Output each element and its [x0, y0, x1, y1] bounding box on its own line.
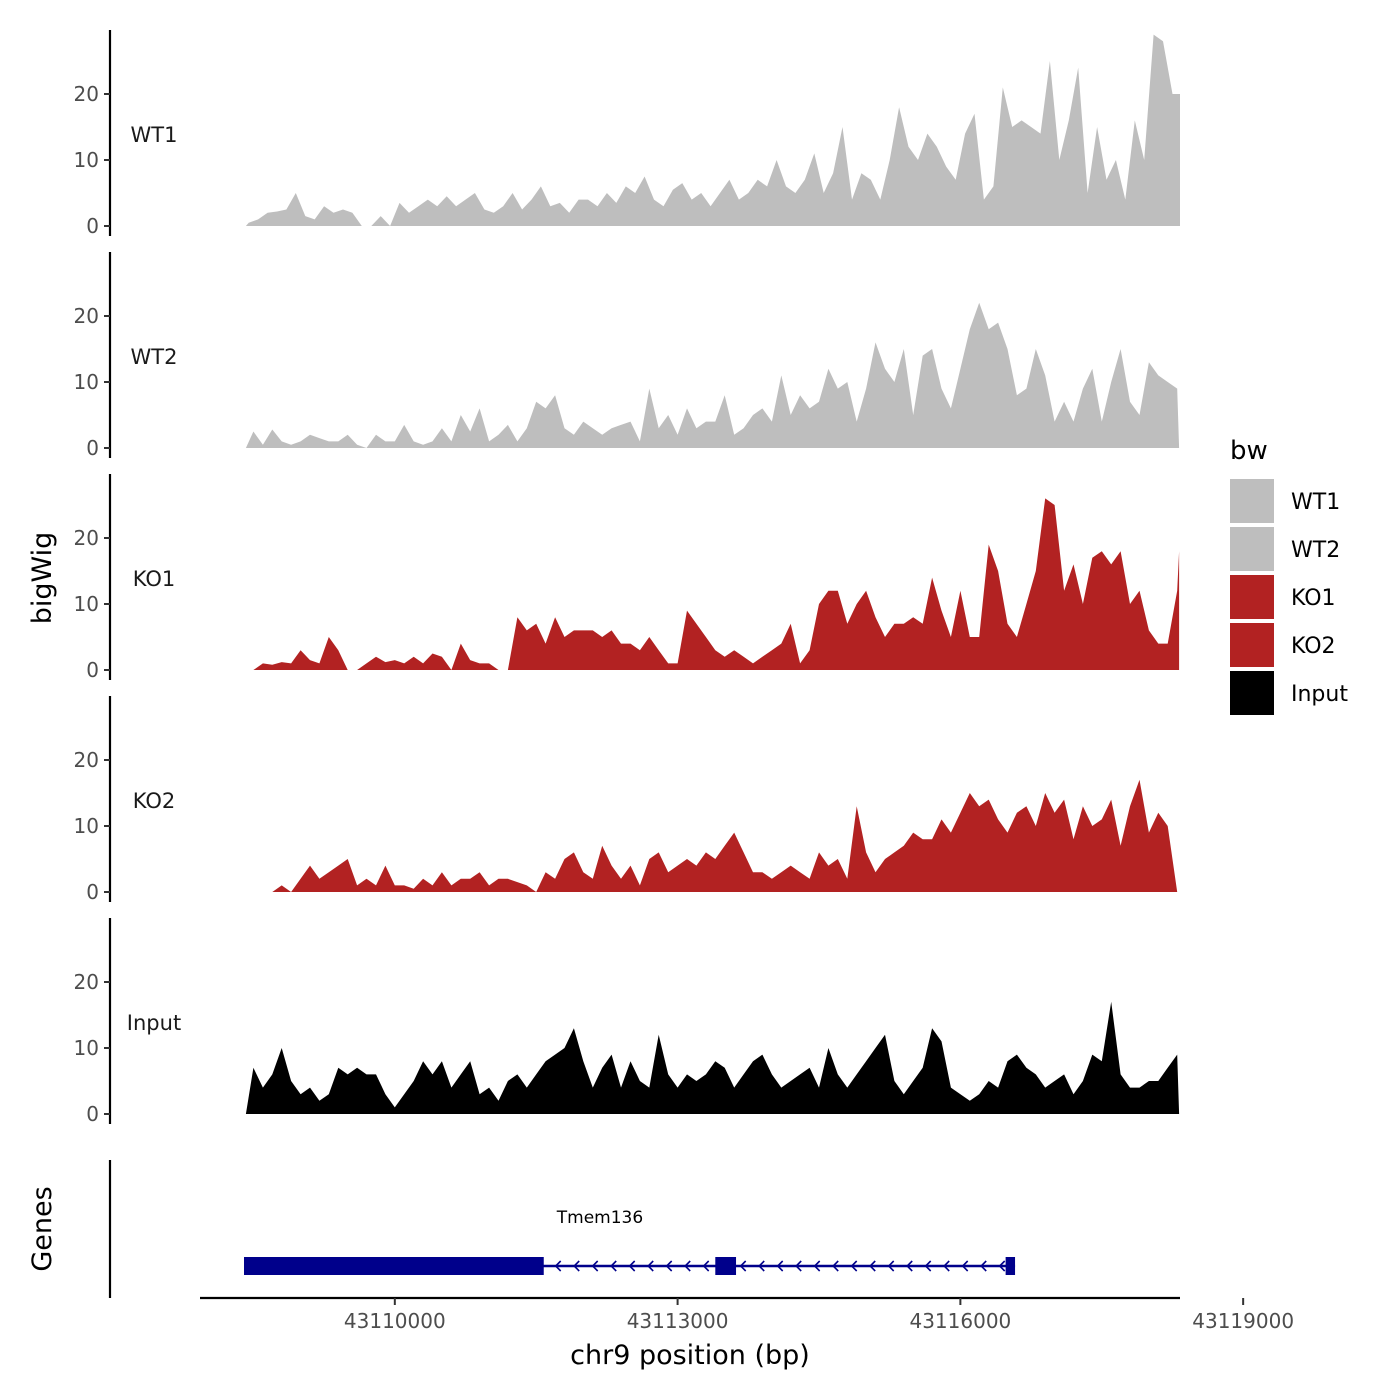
- track-wt2: 0 10 20 WT2: [74, 252, 1180, 460]
- legend-swatch: [1230, 623, 1274, 667]
- y-tick-label: 10: [74, 148, 99, 172]
- strand-arrow: [776, 1260, 784, 1272]
- legend-item-ko1: KO1: [1230, 575, 1336, 619]
- x-axis: 43110000 43113000 43116000 43119000: [200, 1296, 1294, 1333]
- y-tick-label: 10: [74, 370, 99, 394]
- strand-arrow: [887, 1260, 895, 1272]
- legend-item-input: Input: [1230, 671, 1348, 715]
- strand-arrow: [610, 1260, 617, 1272]
- legend-item-wt1: WT1: [1230, 479, 1340, 523]
- track-label: KO2: [133, 789, 176, 813]
- track-wt1: 0 10 20 WT1: [74, 30, 1180, 238]
- strand-arrow: [906, 1260, 913, 1272]
- track-label: KO1: [133, 567, 176, 591]
- y-tick-label: 0: [86, 214, 99, 238]
- genes-axis-title: Genes: [27, 1186, 58, 1271]
- strand-arrow: [739, 1260, 747, 1272]
- strand-arrow: [961, 1260, 969, 1272]
- strand-arrow: [573, 1260, 580, 1272]
- y-tick-label: 10: [74, 592, 99, 616]
- signal-area-ko1: [253, 498, 1180, 670]
- legend-swatch: [1230, 527, 1274, 571]
- tracks-layer: 0 10 20 WT1 0 10 20 WT2 0 10 20 KO1 0 10 20 KO2 0 10 20 Inp…: [74, 30, 1180, 1126]
- track-input: 0 10 20 Input: [74, 918, 1180, 1126]
- strand-arrow: [832, 1260, 839, 1272]
- x-axis-title: chr9 position (bp): [570, 1340, 810, 1371]
- strand-arrow: [684, 1260, 691, 1272]
- y-tick-label: 20: [74, 970, 99, 994]
- gene-exon: [244, 1257, 544, 1275]
- track-label: Input: [127, 1011, 181, 1035]
- legend-label: WT1: [1291, 490, 1340, 515]
- signal-area-ko2: [272, 779, 1178, 892]
- track-label: WT2: [131, 345, 178, 369]
- gene-label: Tmem136: [556, 1208, 643, 1228]
- strand-arrow: [998, 1260, 1006, 1272]
- y-tick-label: 0: [86, 1102, 99, 1126]
- y-tick-label: 0: [86, 658, 99, 682]
- legend-swatch: [1230, 671, 1274, 715]
- strand-arrow: [943, 1260, 950, 1272]
- x-tick-label: 43119000: [1192, 1309, 1294, 1333]
- y-tick-label: 10: [74, 1036, 99, 1060]
- signal-area-wt1: [245, 34, 1180, 226]
- strand-arrow: [980, 1260, 987, 1272]
- strand-arrow: [869, 1260, 876, 1272]
- legend-label: KO1: [1291, 586, 1336, 611]
- y-tick-label: 20: [74, 304, 99, 328]
- strand-arrow: [758, 1260, 765, 1272]
- genes-panel: Tmem136: [108, 1160, 1016, 1298]
- gene-exon: [1005, 1257, 1016, 1275]
- legend-swatch: [1230, 575, 1274, 619]
- strand-arrow: [591, 1260, 599, 1272]
- strand-arrow: [554, 1260, 562, 1272]
- strand-arrow: [665, 1260, 673, 1272]
- strand-arrow: [924, 1260, 932, 1272]
- strand-arrow: [628, 1260, 636, 1272]
- legend: bw WT1 WT2 KO1 KO2 Input: [1230, 436, 1348, 715]
- legend-label: WT2: [1291, 538, 1340, 563]
- signal-area-input: [245, 1001, 1180, 1114]
- legend-title: bw: [1230, 436, 1268, 466]
- track-ko1: 0 10 20 KO1: [74, 474, 1180, 682]
- y-tick-label: 20: [74, 526, 99, 550]
- signal-area-wt2: [245, 302, 1180, 448]
- x-tick-label: 43110000: [344, 1309, 446, 1333]
- strand-arrow: [702, 1260, 710, 1272]
- track-ko2: 0 10 20 KO2: [74, 696, 1178, 904]
- track-label: WT1: [131, 123, 178, 147]
- strand-arrow: [795, 1260, 802, 1272]
- gene-exon: [715, 1257, 737, 1275]
- x-tick-label: 43116000: [909, 1309, 1011, 1333]
- y-tick-label: 0: [86, 880, 99, 904]
- gene-tmem136: Tmem136: [244, 1208, 1016, 1275]
- y-tick-label: 0: [86, 436, 99, 460]
- legend-label: KO2: [1291, 634, 1336, 659]
- strand-arrow: [850, 1260, 858, 1272]
- x-tick-label: 43113000: [627, 1309, 729, 1333]
- strand-arrow: [813, 1260, 821, 1272]
- strand-arrow: [647, 1260, 654, 1272]
- y-tick-label: 10: [74, 814, 99, 838]
- y-tick-label: 20: [74, 748, 99, 772]
- legend-label: Input: [1291, 682, 1348, 707]
- legend-item-wt2: WT2: [1230, 527, 1340, 571]
- y-axis-title: bigWig: [27, 532, 58, 625]
- legend-item-ko2: KO2: [1230, 623, 1336, 667]
- legend-swatch: [1230, 479, 1274, 523]
- y-tick-label: 20: [74, 82, 99, 106]
